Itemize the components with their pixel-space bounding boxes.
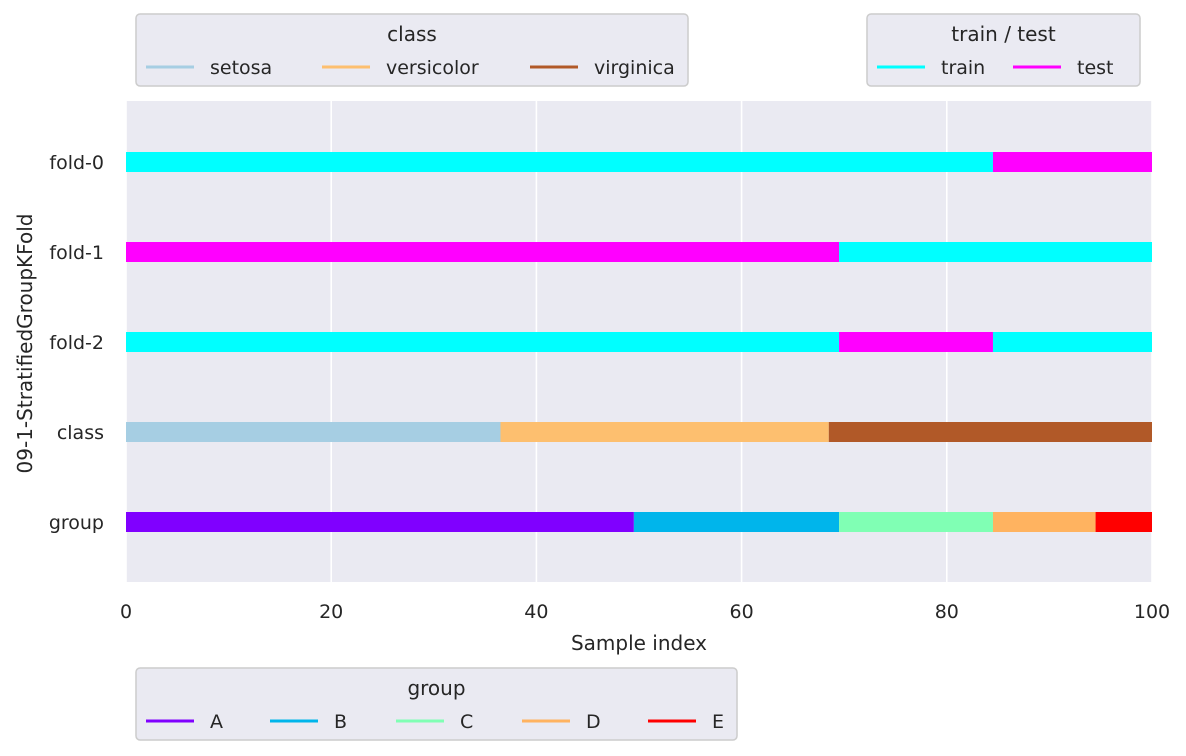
x-axis-label: Sample index	[571, 631, 707, 655]
y-tick-label: fold-1	[49, 242, 104, 264]
legend-top-right: train / test train test	[866, 13, 1141, 87]
legend-label: test	[1077, 57, 1114, 79]
x-tick-label: 80	[935, 601, 959, 623]
bar-segment-train	[126, 332, 840, 352]
y-tick-label: group	[49, 512, 104, 534]
x-tick-labels: 0 20 40 60 80 100	[120, 601, 1170, 623]
x-tick-label: 20	[319, 601, 343, 623]
row-fold-1	[126, 242, 1152, 262]
legend-title: train / test	[951, 22, 1056, 46]
row-fold-2	[126, 332, 1152, 352]
legend-label: A	[210, 711, 223, 733]
y-tick-label: class	[57, 422, 104, 444]
legend-label: versicolor	[386, 57, 479, 79]
bar-segment-setosa	[126, 422, 501, 442]
bar-segment-test	[839, 332, 993, 352]
bar-segment-virginica	[828, 422, 1152, 442]
bar-segment-A	[126, 512, 634, 532]
x-tick-label: 0	[120, 601, 132, 623]
bar-segment-E	[1095, 512, 1152, 532]
legend-top-left: class setosa versicolor virginica	[135, 13, 689, 87]
bar-segment-versicolor	[500, 422, 829, 442]
legends: class setosa versicolor virginica train / te…	[135, 13, 1141, 741]
legend-box	[866, 13, 1141, 87]
y-tick-labels: fold-0 fold-1 fold-2 class group	[49, 152, 104, 534]
bar-segment-C	[839, 512, 993, 532]
bar-segment-D	[992, 512, 1096, 532]
row-group	[126, 512, 1152, 532]
bar-segment-test	[992, 152, 1152, 172]
legend-label: C	[460, 711, 473, 733]
bar-segment-train	[992, 332, 1152, 352]
bar-segment-train	[126, 152, 993, 172]
legend-label: B	[334, 711, 347, 733]
y-tick-label: fold-2	[49, 332, 104, 354]
row-class	[126, 422, 1152, 442]
bar-segment-B	[633, 512, 840, 532]
legend-label: virginica	[594, 57, 675, 79]
legend-label: train	[941, 57, 985, 79]
y-tick-label: fold-0	[49, 152, 104, 174]
x-tick-label: 60	[730, 601, 754, 623]
bars	[126, 152, 1152, 532]
legend-label: D	[586, 711, 601, 733]
legend-bottom-left: group A B C D E	[135, 667, 738, 741]
bar-segment-train	[839, 242, 1152, 262]
legend-label: E	[712, 711, 724, 733]
x-tick-label: 100	[1134, 601, 1170, 623]
bar-segment-test	[126, 242, 840, 262]
x-tick-label: 40	[524, 601, 548, 623]
y-axis-label: 09-1-StratifiedGroupKFold	[13, 214, 37, 474]
legend-title: class	[387, 22, 437, 46]
row-fold-0	[126, 152, 1152, 172]
legend-label: setosa	[210, 57, 272, 79]
legend-title: group	[407, 676, 465, 700]
